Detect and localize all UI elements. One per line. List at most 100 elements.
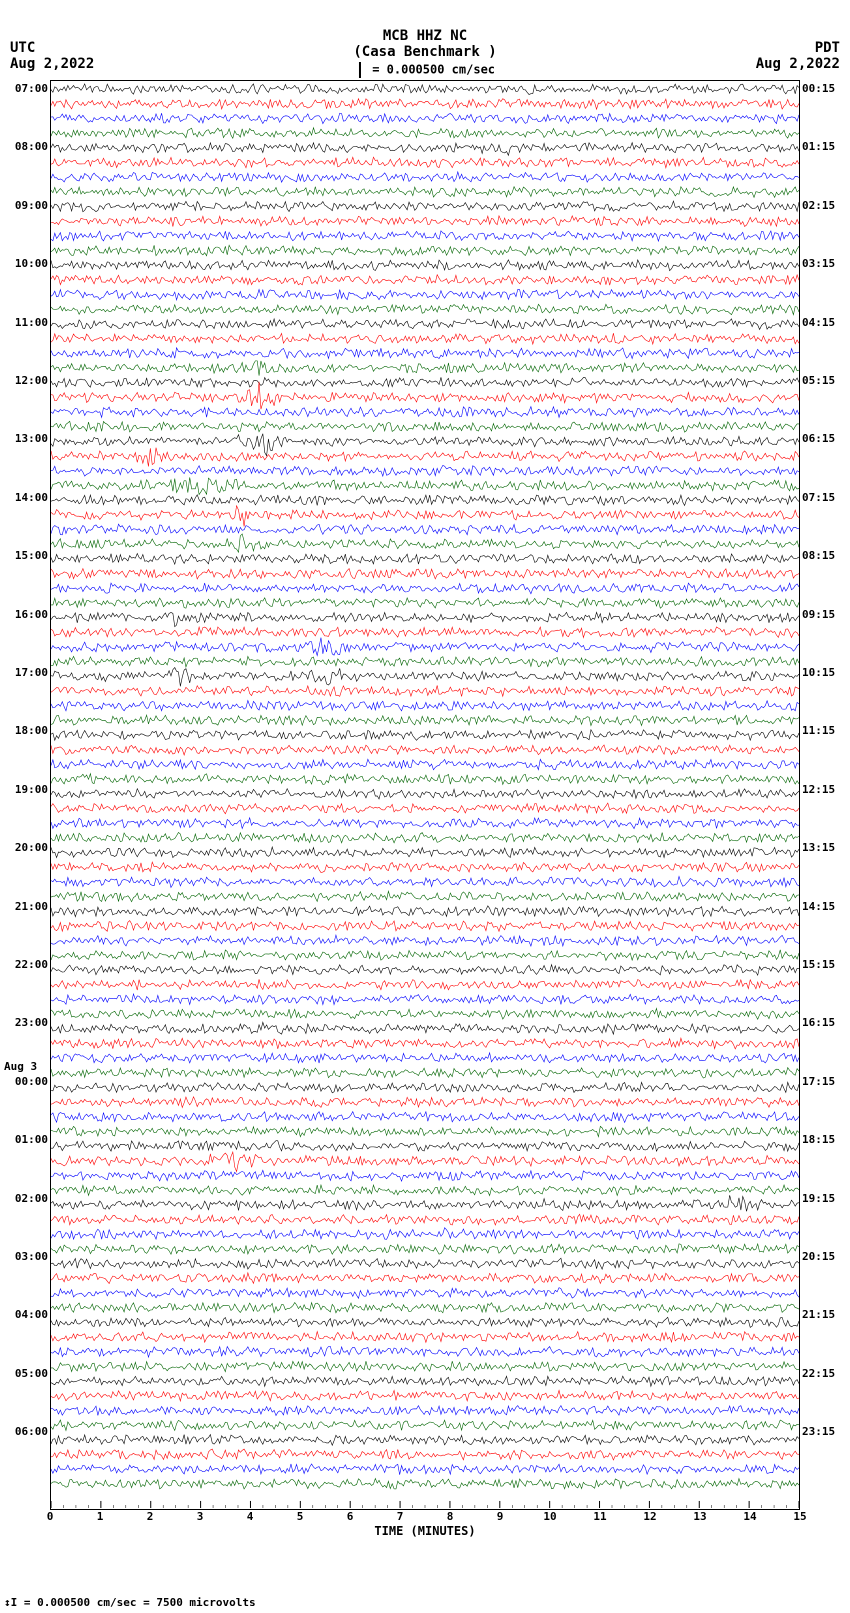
seismic-trace (51, 275, 799, 285)
seismic-trace (51, 1464, 799, 1475)
utc-time-label: 14:00 (15, 491, 48, 504)
seismic-trace (51, 906, 799, 917)
seismic-trace (51, 965, 799, 976)
seismic-trace (51, 1082, 799, 1093)
seismic-trace (51, 700, 799, 710)
seismic-trace (51, 1273, 799, 1284)
utc-time-label: 13:00 (15, 432, 48, 445)
right-timezone-label: PDT (815, 40, 840, 56)
seismic-trace (51, 245, 799, 256)
seismic-trace (51, 715, 799, 726)
seismic-trace (51, 1258, 799, 1269)
utc-time-label: 23:00 (15, 1016, 48, 1029)
x-tick-label: 2 (147, 1510, 154, 1523)
x-tick-label: 8 (447, 1510, 454, 1523)
seismic-trace (51, 612, 799, 626)
x-tick-label: 11 (593, 1510, 606, 1523)
date-break-label: Aug 3 (4, 1060, 37, 1073)
pdt-time-label: 21:15 (802, 1308, 835, 1321)
utc-time-label: 11:00 (15, 316, 48, 329)
pdt-time-label: 16:15 (802, 1016, 835, 1029)
seismic-trace (51, 789, 799, 799)
seismic-trace (51, 979, 799, 990)
scale-text: = 0.000500 cm/sec (365, 63, 495, 77)
x-tick-label: 4 (247, 1510, 254, 1523)
seismic-trace (51, 407, 799, 418)
station-name: (Casa Benchmark ) (353, 44, 496, 60)
seismic-trace (51, 774, 799, 785)
seismic-trace (51, 84, 799, 95)
seismic-trace (51, 534, 799, 552)
utc-time-label: 21:00 (15, 900, 48, 913)
seismic-trace (51, 128, 799, 138)
seismic-trace (51, 745, 799, 755)
utc-time-label: 00:00 (15, 1075, 48, 1088)
seismic-trace (51, 1141, 799, 1152)
utc-time-label: 06:00 (15, 1425, 48, 1438)
seismic-trace (51, 656, 799, 667)
pdt-time-label: 08:15 (802, 549, 835, 562)
seismic-trace (51, 1244, 799, 1254)
seismic-trace (51, 1420, 799, 1430)
seismic-trace (51, 348, 799, 359)
footer-scale-text: = 0.000500 cm/sec = 7500 microvolts (17, 1596, 255, 1609)
seismic-trace (51, 638, 799, 656)
left-date-label: Aug 2,2022 (10, 56, 94, 72)
pdt-time-label: 23:15 (802, 1425, 835, 1438)
seismic-trace (51, 1317, 799, 1327)
pdt-time-label: 03:15 (802, 257, 835, 270)
x-tick-label: 5 (297, 1510, 304, 1523)
pdt-time-label: 07:15 (802, 491, 835, 504)
seismic-traces (51, 81, 799, 1509)
seismic-trace (51, 260, 799, 271)
seismic-trace (51, 803, 799, 814)
seismic-trace (51, 569, 799, 579)
seismic-trace (51, 1097, 799, 1108)
seismic-trace (51, 201, 799, 212)
pdt-time-label: 00:15 (802, 82, 835, 95)
utc-time-label: 20:00 (15, 841, 48, 854)
x-tick-label: 10 (543, 1510, 556, 1523)
seismic-trace (51, 1126, 799, 1136)
seismic-trace (51, 304, 799, 314)
seismic-trace (51, 1479, 799, 1489)
seismic-trace (51, 1185, 799, 1196)
utc-time-label: 05:00 (15, 1367, 48, 1380)
seismic-trace (51, 231, 799, 241)
seismic-trace (51, 583, 799, 594)
pdt-time-label: 01:15 (802, 140, 835, 153)
utc-time-label: 07:00 (15, 82, 48, 95)
seismic-trace (51, 891, 799, 901)
utc-time-label: 16:00 (15, 608, 48, 621)
seismic-trace (51, 1112, 799, 1123)
utc-time-label: 01:00 (15, 1133, 48, 1146)
seismic-trace (51, 187, 799, 198)
seismic-trace (51, 1068, 799, 1078)
utc-time-label: 15:00 (15, 549, 48, 562)
seismic-trace (51, 627, 799, 638)
scale-indicator: = 0.000500 cm/sec (355, 62, 495, 78)
footer-scale-note: ↕I = 0.000500 cm/sec = 7500 microvolts (4, 1596, 256, 1609)
header: MCB HHZ NC (Casa Benchmark ) = 0.000500 … (0, 0, 850, 80)
seismic-trace (51, 598, 799, 608)
utc-time-label: 04:00 (15, 1308, 48, 1321)
pdt-time-label: 15:15 (802, 958, 835, 971)
seismic-trace (51, 377, 799, 387)
utc-time-label: 02:00 (15, 1192, 48, 1205)
seismic-trace (51, 99, 799, 109)
seismic-trace (51, 730, 799, 741)
utc-time-label: 22:00 (15, 958, 48, 971)
seismic-trace (51, 876, 799, 887)
x-tick-label: 9 (497, 1510, 504, 1523)
seismic-trace (51, 1449, 799, 1460)
utc-time-label: 19:00 (15, 783, 48, 796)
pdt-time-label: 20:15 (802, 1250, 835, 1263)
seismic-trace (51, 1435, 799, 1446)
seismic-trace (51, 950, 799, 961)
x-tick-label: 14 (743, 1510, 756, 1523)
station-id: MCB HHZ NC (383, 28, 467, 44)
pdt-time-label: 06:15 (802, 432, 835, 445)
seismic-trace (51, 1022, 799, 1034)
left-timezone-label: UTC (10, 40, 35, 56)
seismic-trace (51, 1406, 799, 1416)
